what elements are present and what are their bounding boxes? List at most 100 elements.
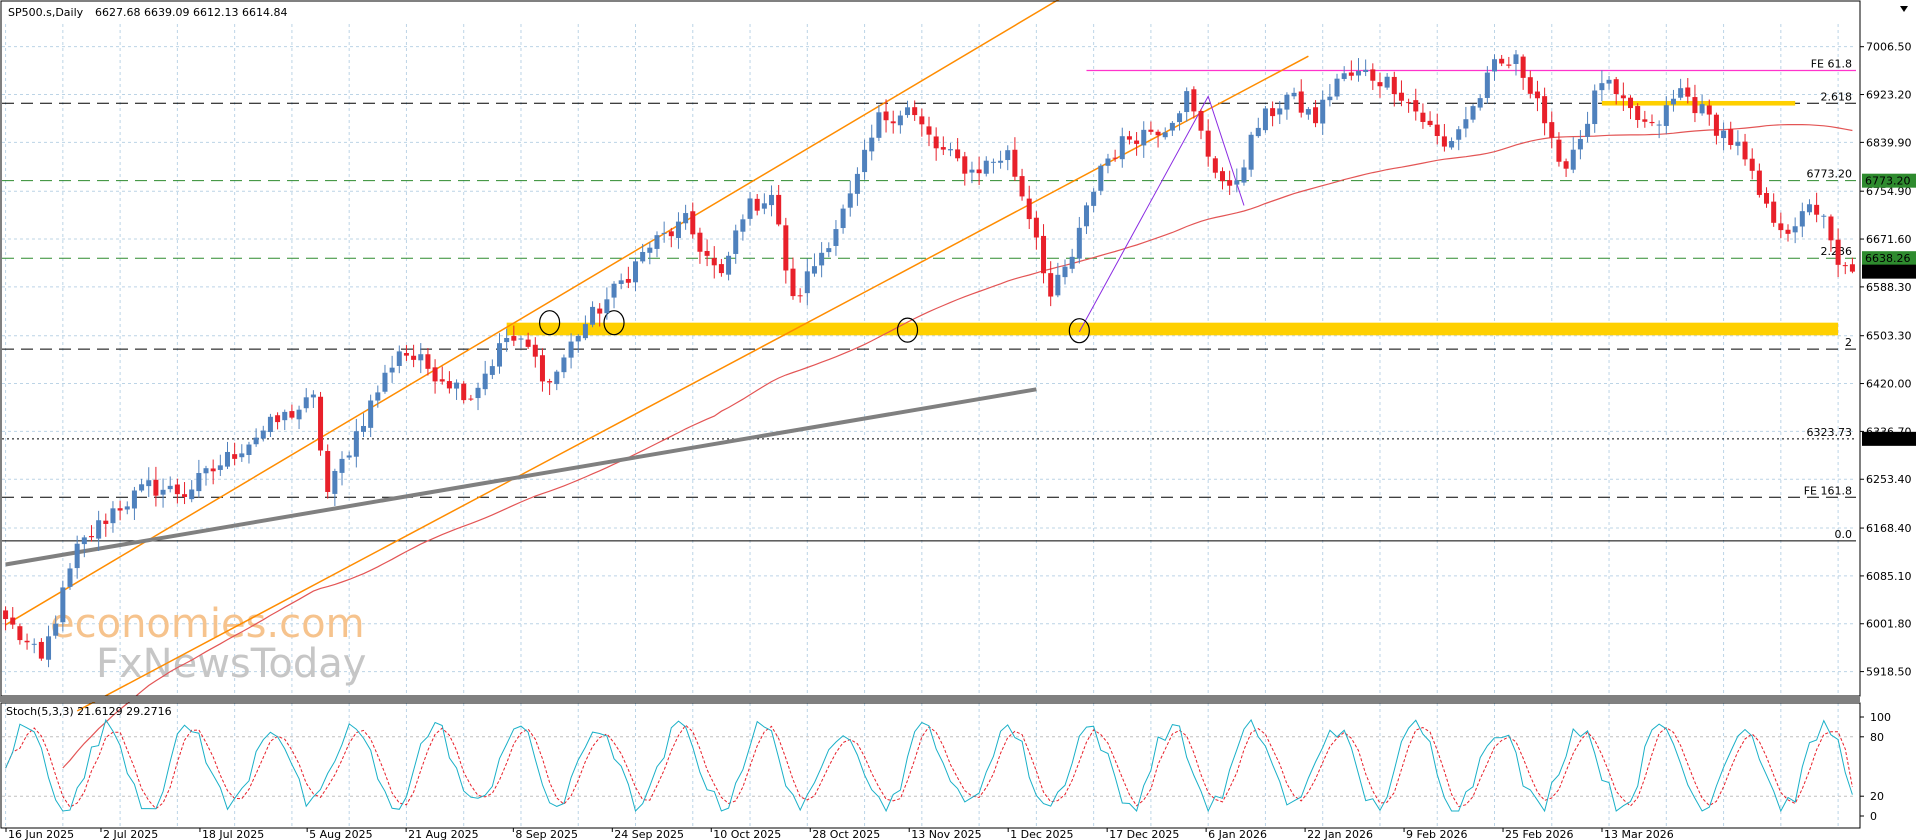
y-tick-label: 6839.90 — [1866, 136, 1912, 149]
candle-body — [776, 194, 782, 225]
candle-body — [360, 425, 366, 432]
candle-body — [1628, 97, 1634, 109]
candle-body — [833, 229, 839, 246]
candle-body — [568, 341, 574, 358]
candle-body — [1227, 180, 1233, 186]
candle-body — [275, 415, 281, 423]
x-tick-label: 5 Aug 2025 — [309, 828, 372, 840]
candle-body — [131, 490, 137, 509]
axes: 7006.50 6923.20 6839.90 6754.90 6671.60 6588.… — [5, 41, 1916, 840]
candle-body — [167, 485, 173, 490]
candle-body — [139, 484, 145, 491]
candle-body — [947, 149, 953, 151]
y-tick-label: 6754.90 — [1866, 185, 1912, 198]
y-tick-label: 6420.00 — [1866, 378, 1912, 391]
candle-body — [733, 230, 739, 254]
candle-body — [1048, 273, 1054, 297]
candle-body — [1334, 78, 1340, 97]
overlays — [5, 0, 1853, 769]
candle-body — [1520, 56, 1526, 78]
candle-body — [1456, 129, 1462, 140]
candle-body — [1556, 139, 1562, 162]
candle-body — [912, 107, 918, 116]
candle-body — [1549, 122, 1555, 138]
candle-body — [547, 381, 553, 383]
candle-body — [182, 494, 188, 497]
candle-body — [1542, 96, 1548, 124]
candle-body — [883, 111, 889, 121]
candle-body — [518, 338, 524, 340]
candle-body — [604, 299, 610, 314]
candle-body — [654, 235, 660, 249]
candle-body — [38, 641, 44, 659]
candle-body — [897, 115, 903, 126]
candle-body — [1670, 98, 1676, 105]
candle-body — [675, 221, 681, 238]
candle-body — [339, 458, 345, 473]
candle-body — [217, 465, 223, 470]
candle-body — [990, 161, 996, 163]
candle-body — [1585, 123, 1591, 137]
level-label-0: FE 61.8 — [1811, 58, 1852, 71]
candle-body — [74, 543, 80, 569]
candle-body — [81, 537, 87, 545]
candle-body — [1563, 161, 1569, 169]
candles — [3, 50, 1855, 668]
ohlc-values: 6627.68 6639.09 6612.13 6614.84 — [95, 6, 287, 19]
candle-body — [110, 508, 116, 524]
stoch-main-line — [5, 718, 1853, 813]
candle-body — [296, 409, 302, 420]
y-tick-label: 6253.40 — [1866, 473, 1912, 486]
candle-body — [496, 343, 503, 367]
candle-body — [539, 355, 545, 382]
candle-body — [726, 255, 732, 275]
candle-body — [1270, 108, 1276, 117]
candle-body — [1091, 191, 1097, 206]
candle-body — [876, 112, 882, 138]
candle-body — [1327, 96, 1333, 101]
candle-body — [1635, 106, 1641, 120]
candle-body — [1012, 149, 1018, 177]
candle-body — [1441, 136, 1447, 147]
level-label-6: FE 161.8 — [1804, 484, 1852, 497]
candle-body — [1527, 77, 1533, 94]
support-zone — [506, 322, 1839, 336]
candle-body — [475, 387, 481, 399]
candle-body — [189, 489, 195, 500]
candle-body — [1076, 227, 1082, 259]
candle-body — [253, 437, 259, 445]
candle-body — [1370, 69, 1376, 81]
candle-body — [368, 400, 374, 428]
watermark-line2: FxNewsToday — [96, 641, 366, 687]
candle-body — [690, 211, 696, 235]
candle-body — [840, 208, 846, 229]
candle-body — [1019, 176, 1025, 197]
y-tick-label: 7006.50 — [1866, 41, 1912, 54]
candle-body — [1663, 105, 1669, 126]
candle-body — [425, 354, 431, 369]
candle-body — [1284, 94, 1290, 110]
candle-body — [1062, 266, 1068, 278]
candle-body — [267, 416, 273, 433]
candle-body — [1262, 108, 1268, 131]
candle-body — [919, 116, 925, 125]
candle-body — [1434, 124, 1440, 137]
candle-body — [53, 623, 59, 636]
series-channel-lower — [76, 55, 1309, 712]
candle-body — [633, 261, 639, 283]
candle-body — [1613, 79, 1619, 95]
watermark: economies.com FxNewsToday — [50, 601, 366, 687]
candle-body — [260, 430, 266, 439]
candle-body — [1406, 102, 1412, 104]
candle-body — [1305, 109, 1311, 115]
candle-body — [446, 381, 452, 389]
level-label-1: 2.618 — [1821, 90, 1853, 103]
candle-body — [1463, 119, 1469, 129]
candle-body — [1835, 239, 1841, 265]
candle-body — [1041, 235, 1047, 274]
symbol-label: SP500.s,Daily — [8, 6, 84, 19]
candle-body — [224, 451, 230, 467]
price-tag-label-3: 6323.73 — [1865, 433, 1911, 446]
y-tick-label: 6085.10 — [1866, 570, 1912, 583]
candle-body — [1764, 192, 1770, 204]
